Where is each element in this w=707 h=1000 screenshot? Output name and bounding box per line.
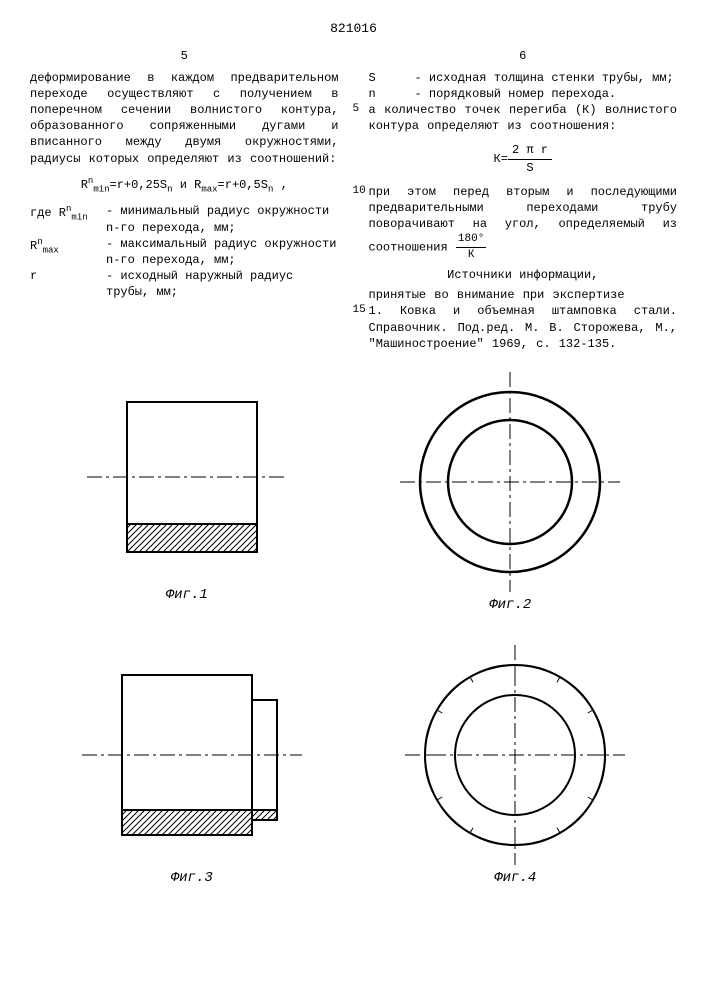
definitions-left: где Rnmin- минимальный радиус окружности… [30,203,339,300]
figure-row-2: Фиг.3 Фиг.4 [30,645,677,888]
definitions-right: S- исходная толщина стенки трубы, мм;n- … [369,70,678,102]
right-text-2: 10 при этом перед вторым и последующими … [369,184,678,263]
left-column: 5 деформирование в каждом предварительно… [30,48,339,353]
fig3-svg [82,645,302,865]
right-text-1: 5 а количество точек перегиба (К) волнис… [369,102,678,134]
text-columns: 5 деформирование в каждом предварительно… [30,48,677,353]
fig1-label: Фиг.1 [87,586,287,605]
figure-4: Фиг.4 [405,645,625,888]
sources-text: 15 1. Ковка и объемная штамповка стали. … [369,303,678,352]
col-num-right: 6 [369,48,678,64]
figure-1: Фиг.1 [87,382,287,605]
fig4-svg [405,645,625,865]
figures-container: Фиг.1 Фиг.2 Фиг.3 Фиг.4 [30,372,677,888]
fig3-label: Фиг.3 [82,869,302,888]
right-column: 6 S- исходная толщина стенки трубы, мм;n… [369,48,678,353]
line-marker-10: 10 [353,184,366,199]
line-marker-15: 15 [353,303,366,318]
formula-2: К=2 π rS [369,142,678,175]
fig4-label: Фиг.4 [405,869,625,888]
line-marker-5: 5 [353,102,360,117]
formula-1: Rnmin=r+0,25Sn и Rmax=r+0,5Sn , [30,175,339,196]
fig2-svg [400,372,620,592]
sources-heading: Источники информации, [369,267,678,283]
fig1-svg [87,382,287,582]
left-text: деформирование в каждом предварительном … [30,70,339,167]
patent-number: 821016 [30,20,677,38]
fig2-label: Фиг.2 [400,596,620,615]
figure-3: Фиг.3 [82,645,302,888]
col-num-left: 5 [30,48,339,64]
sources-subheading: принятые во внимание при экспертизе [369,287,678,303]
figure-row-1: Фиг.1 Фиг.2 [30,372,677,615]
figure-2: Фиг.2 [400,372,620,615]
